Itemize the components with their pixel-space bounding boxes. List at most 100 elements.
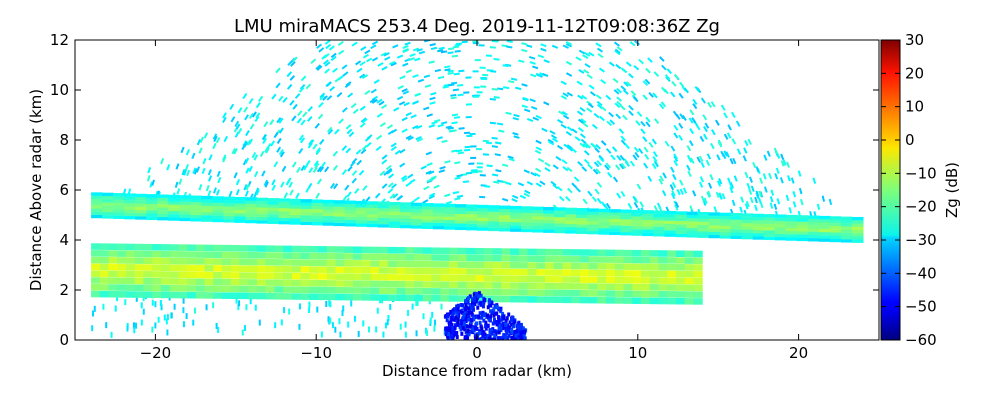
layer-cell: [195, 258, 206, 265]
noise-echo: [300, 165, 306, 172]
clutter-echo: [493, 337, 497, 340]
layer-cell: [641, 263, 651, 271]
layer-cell: [488, 227, 500, 232]
layer-cell: [466, 247, 476, 255]
noise-echo: [173, 303, 176, 310]
layer-cell: [807, 218, 820, 223]
layer-cell: [300, 286, 310, 294]
noise-echo: [261, 170, 266, 177]
layer-cell: [278, 211, 291, 215]
layer-cell: [510, 295, 520, 303]
layer-cell: [544, 262, 555, 269]
clutter-echo: [455, 304, 459, 309]
layer-cell: [475, 281, 485, 289]
noise-echo: [399, 75, 406, 80]
layer-cell: [565, 207, 577, 212]
layer-cell: [443, 226, 456, 230]
layer-cell: [553, 255, 564, 263]
noise-echo: [529, 98, 536, 103]
noise-echo: [530, 171, 537, 177]
noise-echo: [298, 147, 304, 155]
noise-echo: [364, 49, 371, 55]
x-tick-label: 20: [789, 344, 808, 362]
noise-echo: [191, 152, 196, 159]
noise-echo: [347, 321, 350, 328]
layer-cell: [370, 294, 380, 301]
noise-echo: [428, 194, 435, 200]
layer-cell: [774, 220, 787, 225]
noise-echo: [273, 161, 279, 168]
layer-cell: [377, 214, 390, 218]
noise-echo: [636, 111, 643, 117]
noise-echo: [517, 182, 525, 187]
clutter-echo: [495, 322, 499, 327]
layer-cell: [851, 236, 864, 240]
layer-cell: [326, 273, 337, 280]
noise-echo: [587, 163, 593, 170]
layer-cell: [667, 291, 677, 298]
colorbar-tick-label: −10: [905, 164, 937, 182]
clutter-echo: [493, 333, 497, 338]
noise-echo: [694, 86, 700, 93]
layer-cell: [102, 199, 114, 203]
layer-cell: [387, 280, 398, 288]
layer-cell: [532, 213, 544, 217]
layer-cell: [134, 250, 145, 258]
layer-cell: [693, 250, 703, 258]
noise-echo: [289, 189, 294, 196]
layer-cell: [222, 258, 232, 265]
noise-echo: [180, 146, 185, 154]
layer-cell: [543, 219, 555, 224]
layer-cell: [686, 230, 699, 235]
noise-echo: [292, 103, 298, 110]
noise-echo: [548, 140, 555, 146]
noise-echo: [428, 170, 435, 175]
layer-cell: [532, 206, 544, 211]
layer-cell: [213, 251, 223, 259]
layer-cell: [609, 231, 621, 236]
noise-echo: [581, 166, 588, 172]
layer-cell: [667, 284, 677, 291]
noise-echoes: [91, 40, 833, 338]
layer-cell: [510, 268, 520, 276]
noise-echo: [726, 132, 732, 139]
noise-echo: [222, 116, 227, 124]
noise-echo: [431, 311, 434, 318]
layer-cell: [642, 223, 655, 227]
clutter-echo: [466, 329, 470, 334]
noise-echo: [346, 191, 352, 198]
layer-cell: [431, 267, 441, 275]
noise-echo: [415, 135, 422, 141]
layer-cell: [741, 232, 754, 237]
layer-cell: [311, 209, 324, 213]
layer-cell: [466, 261, 476, 268]
noise-echo: [127, 188, 132, 195]
layer-cell: [675, 264, 686, 271]
layer-cell: [326, 293, 337, 301]
noise-echo: [208, 175, 213, 182]
layer-cell: [212, 212, 224, 216]
noise-echo: [566, 144, 573, 150]
noise-echo: [580, 138, 587, 145]
noise-echo: [326, 95, 333, 101]
clutter-echo: [469, 317, 473, 322]
noise-echo: [249, 123, 255, 130]
layer-cell: [609, 225, 621, 229]
layer-cell: [146, 213, 158, 217]
clutter-echo: [523, 336, 527, 340]
layer-cell: [274, 245, 284, 253]
noise-echo: [440, 50, 448, 54]
layer-cell: [649, 250, 660, 257]
layer-cell: [318, 266, 328, 273]
layer-cell: [675, 250, 686, 257]
layer-cell: [697, 211, 710, 216]
colorbar-tick-label: 0: [905, 131, 915, 149]
noise-echo: [404, 41, 411, 46]
layer-cell: [265, 292, 275, 300]
noise-echo: [632, 154, 638, 161]
layer-cell: [483, 282, 494, 289]
layer-cell: [774, 214, 787, 218]
noise-echo: [341, 309, 344, 316]
layer-cell: [278, 208, 291, 212]
noise-echo: [323, 59, 329, 65]
